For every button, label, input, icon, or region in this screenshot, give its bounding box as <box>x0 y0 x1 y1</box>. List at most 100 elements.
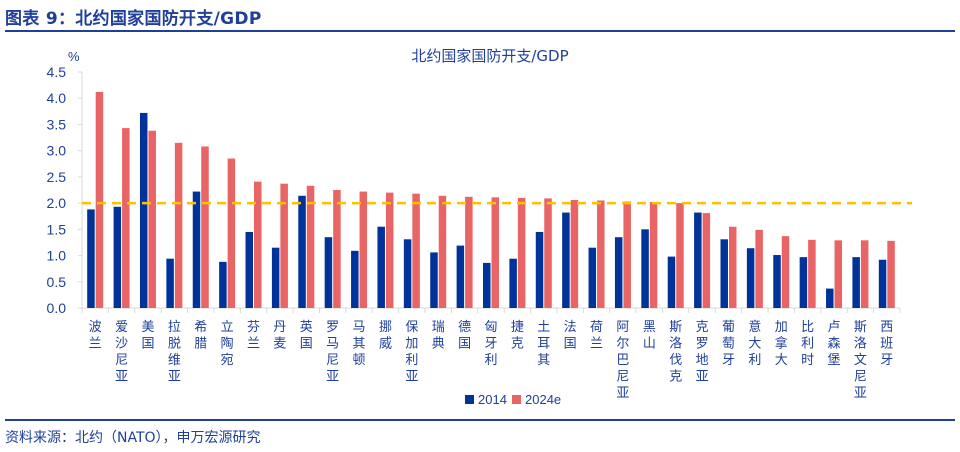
category-label-char: 英 <box>300 320 313 335</box>
category-label-char: 顿 <box>353 353 366 368</box>
category-label-char: 斯 <box>669 320 682 335</box>
category-label-char: 国 <box>300 337 313 352</box>
bar-2024e-挪威 <box>385 192 394 308</box>
bar-2014-美国 <box>139 112 148 308</box>
category-label-char: 亚 <box>405 370 418 385</box>
category-label-char: 尼 <box>616 370 629 385</box>
bar-2024e-丹麦 <box>280 183 288 308</box>
category-label-char: 班 <box>880 337 893 352</box>
y-tick-label: 0.5 <box>47 274 67 290</box>
bar-2014-克罗地亚 <box>694 212 702 308</box>
bar-2024e-葡萄牙 <box>728 226 737 308</box>
category-label-char: 比 <box>801 320 814 335</box>
bar-2014-斯洛文尼亚 <box>852 257 860 308</box>
category-label-char: 时 <box>801 353 814 368</box>
category-label-char: 罗 <box>326 320 339 335</box>
category-label-char: 波 <box>89 320 102 335</box>
category-label: 美国 <box>141 320 154 352</box>
bar-2024e-土耳其 <box>544 198 552 308</box>
bar-2014-西班牙 <box>878 259 887 308</box>
bar-2024e-荷兰 <box>597 200 605 308</box>
category-label: 波兰 <box>89 320 102 352</box>
category-label-char: 耳 <box>537 337 550 352</box>
category-label-char: 其 <box>537 353 550 368</box>
bar-2014-希腊 <box>192 191 201 308</box>
y-axis-unit-label: % <box>68 49 80 64</box>
category-label: 英国 <box>300 320 313 352</box>
category-label-char: 伐 <box>669 353 682 368</box>
bar-2024e-爱沙尼亚 <box>122 128 130 308</box>
category-label-char: 文 <box>854 353 867 368</box>
category-label-char: 利 <box>405 353 418 368</box>
category-label: 阿尔巴尼亚 <box>616 320 629 401</box>
bar-2024e-德国 <box>465 196 473 308</box>
category-label-char: 葡 <box>722 320 735 335</box>
bar-2014-英国 <box>298 195 306 308</box>
category-label-char: 克 <box>696 320 709 335</box>
category-label: 克罗地亚 <box>696 320 709 385</box>
category-label-char: 亚 <box>115 370 128 385</box>
category-label: 加拿大 <box>775 320 788 368</box>
category-label-char: 其 <box>353 337 366 352</box>
category-label-char: 牙 <box>880 353 893 368</box>
bar-2014-黑山 <box>641 229 649 308</box>
category-label-char: 尼 <box>326 353 339 368</box>
category-label: 意大利 <box>748 319 761 368</box>
bar-2014-匈牙利 <box>483 262 491 308</box>
category-label-char: 麦 <box>273 337 286 352</box>
category-label-char: 陶 <box>221 336 234 352</box>
bar-2014-保加利亚 <box>403 239 412 308</box>
bars-group <box>87 91 895 308</box>
bar-2014-土耳其 <box>535 231 544 308</box>
legend-label-2014: 2014 <box>478 392 507 407</box>
bar-2014-罗马尼亚 <box>324 237 333 308</box>
bar-2024e-匈牙利 <box>491 197 499 308</box>
bar-2014-捷克 <box>509 258 517 308</box>
y-tick-label: 3.5 <box>47 116 67 132</box>
bar-chart: 北约国家国防开支/GDP % 0.0 0.5 1.0 1.5 2.0 2.5 3.0 3.5 4… <box>47 47 912 407</box>
category-label: 西班牙 <box>880 320 893 368</box>
bar-2014-丹麦 <box>271 247 280 308</box>
category-label-char: 土 <box>537 320 550 335</box>
footer-rule <box>5 419 955 421</box>
category-label: 马其顿 <box>353 320 366 368</box>
category-label-char: 马 <box>353 320 366 335</box>
bar-2014-马其顿 <box>351 250 359 308</box>
bar-2024e-立陶宛 <box>227 158 236 308</box>
category-label-char: 瑞 <box>432 320 445 335</box>
category-label-char: 宛 <box>221 353 234 368</box>
category-label-char: 意 <box>748 319 761 335</box>
category-label-char: 兰 <box>89 337 102 352</box>
bar-2024e-捷克 <box>517 197 526 308</box>
bar-2024e-斯洛文尼亚 <box>860 240 869 308</box>
y-tick-label: 4.0 <box>47 90 67 106</box>
legend-label-2024e: 2024e <box>525 392 561 407</box>
category-label-char: 兰 <box>247 337 260 352</box>
bar-2024e-保加利亚 <box>412 193 420 308</box>
category-label-char: 加 <box>405 337 418 352</box>
category-label-char: 尔 <box>616 337 629 352</box>
category-label-char: 萄 <box>722 337 735 352</box>
category-label: 卢森堡 <box>828 319 841 368</box>
category-label: 罗马尼亚 <box>326 320 339 385</box>
category-label-char: 巴 <box>616 353 629 368</box>
category-label-char: 利 <box>484 353 497 368</box>
bar-2014-德国 <box>456 245 465 308</box>
category-label-char: 山 <box>643 337 656 352</box>
bar-2014-芬兰 <box>245 231 254 308</box>
category-label-char: 立 <box>221 320 234 335</box>
bar-2024e-波兰 <box>95 91 104 308</box>
category-label-char: 保 <box>405 320 418 335</box>
bar-2014-波兰 <box>87 209 95 308</box>
category-label-char: 马 <box>326 337 339 352</box>
bar-2014-荷兰 <box>588 247 597 308</box>
y-tick-label: 3.0 <box>47 143 67 159</box>
category-label-char: 西 <box>880 320 893 335</box>
legend-swatch-2014 <box>465 395 474 404</box>
category-label: 瑞典 <box>432 320 445 352</box>
category-label-char: 卢 <box>828 319 841 335</box>
category-label: 土耳其 <box>537 320 550 368</box>
bar-2014-阿尔巴尼亚 <box>614 237 623 308</box>
category-label: 德国 <box>458 320 471 352</box>
bar-2014-加拿大 <box>773 255 781 308</box>
